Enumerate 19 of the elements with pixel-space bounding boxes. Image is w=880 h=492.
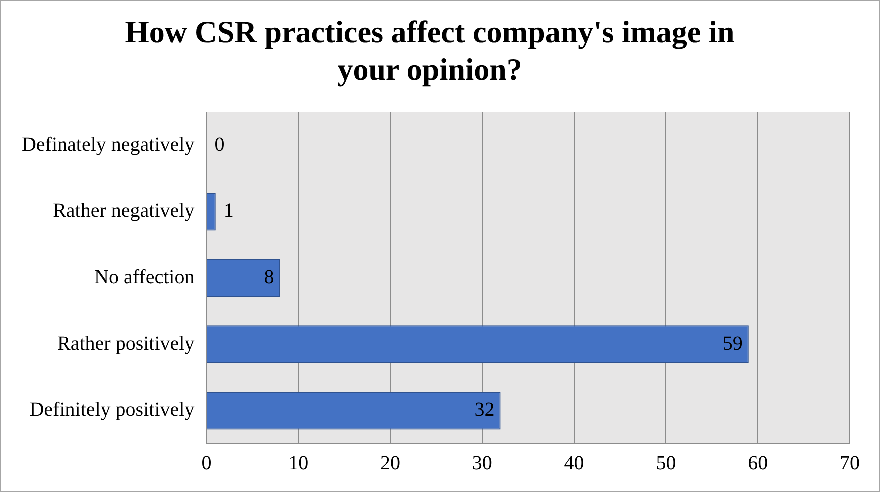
data-label: 8 (264, 266, 274, 288)
x-tick-label: 40 (564, 452, 584, 474)
y-tick-label: Definately negatively (22, 134, 195, 156)
x-tick-label: 70 (840, 452, 860, 474)
data-label: 1 (224, 200, 234, 222)
y-tick-label: Definitely positively (30, 399, 195, 422)
x-tick-label: 30 (472, 452, 492, 474)
data-label: 32 (474, 399, 495, 422)
data-label: 0 (214, 134, 225, 156)
data-label: 59 (722, 332, 743, 355)
x-tick-label: 20 (380, 452, 401, 474)
chart-title: How CSR practices affect company's image in your opinion? (125, 14, 735, 87)
y-tick-label: Rather positively (58, 332, 195, 355)
x-tick-label: 60 (748, 452, 768, 474)
x-tick-label: 10 (288, 452, 309, 474)
y-tick-label: No affection (94, 266, 195, 288)
x-tick-label: 0 (202, 452, 212, 474)
x-tick-label: 50 (656, 452, 676, 474)
y-tick-label: Rather negatively (53, 200, 195, 222)
